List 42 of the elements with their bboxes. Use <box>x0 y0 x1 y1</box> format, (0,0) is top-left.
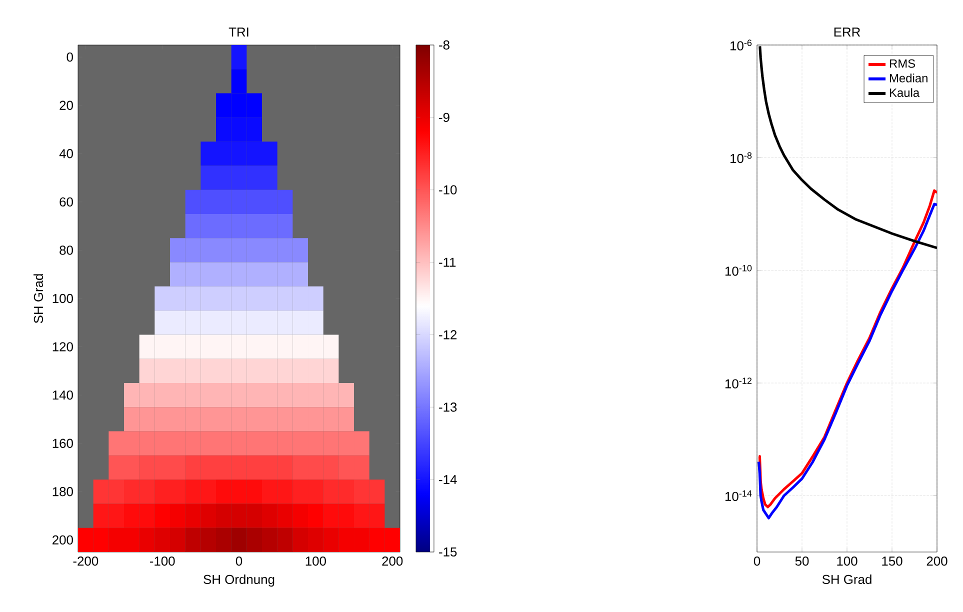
y-tick-label: 10$^{-14}$ <box>725 490 752 502</box>
x-tick-label: 100 <box>837 556 858 566</box>
x-tick-label: -100 <box>150 556 175 566</box>
y-tick-label: 20 <box>60 100 73 110</box>
y-tick-label: 180 <box>52 487 73 496</box>
y-tick-label: 200 <box>52 535 73 545</box>
y-tick-label: 160 <box>52 438 73 448</box>
color-bar-label: -8 <box>439 40 450 50</box>
x-tick-label: 50 <box>795 556 809 566</box>
color-bar-label: -13 <box>439 402 457 412</box>
x-tick-label: 200 <box>382 556 403 566</box>
color-bar-label: -9 <box>439 112 450 122</box>
y-tick-label: 10$^{-12}$ <box>725 378 752 388</box>
x-tick-label: 100 <box>306 556 326 566</box>
y-tick-label: 40 <box>59 149 73 158</box>
x-tick-label: 0 <box>236 556 242 566</box>
y-tick-label: 100 <box>52 294 73 304</box>
x-tick-label: 150 <box>882 556 902 566</box>
y-axis-title: SH Grad <box>34 274 44 324</box>
y-tick-label: 0 <box>66 52 73 62</box>
x-axis-title: SH Ordnung <box>204 574 274 587</box>
color-bar-label: -15 <box>439 547 457 557</box>
x-tick-label: -200 <box>73 556 98 566</box>
chart-title: ERR <box>834 28 860 37</box>
x-tick-label: 200 <box>926 556 948 566</box>
color-bar-label: -12 <box>439 330 457 340</box>
y-tick-label: 10$^{-8}$ <box>730 152 752 164</box>
color-bar-label: -10 <box>439 185 457 194</box>
legend-label: Median <box>890 74 928 82</box>
y-tick-label: 140 <box>52 390 73 400</box>
legend-label: RMS <box>890 59 916 68</box>
color-bar-label: -11 <box>439 258 456 267</box>
x-axis-title: SH Grad <box>822 574 872 584</box>
y-tick-label: 80 <box>60 246 73 255</box>
y-tick-label: 60 <box>60 197 73 207</box>
y-tick-label: 10$^{-6}$ <box>730 40 752 50</box>
chart-title: TRI <box>228 28 248 36</box>
legend-label: Kaula <box>890 88 920 97</box>
y-tick-label: 120 <box>52 342 73 352</box>
y-tick-label: 10$^{-10}$ <box>725 264 752 276</box>
color-bar-label: -14 <box>439 475 457 484</box>
x-tick-label: 0 <box>754 556 760 566</box>
